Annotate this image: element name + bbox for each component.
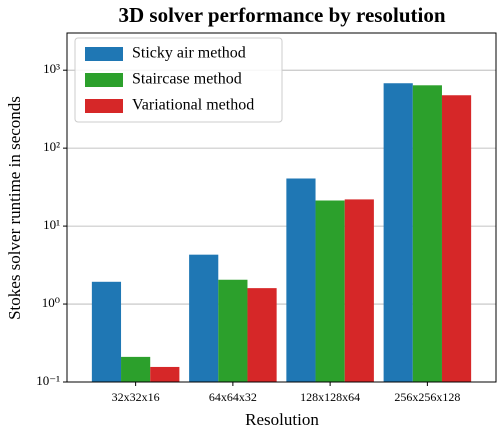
- bar: [441, 95, 472, 382]
- bar: [91, 281, 122, 382]
- legend: Sticky air method Staircase method Variati…: [74, 37, 283, 123]
- legend-swatch: [85, 47, 123, 61]
- legend-label: Sticky air method: [132, 45, 246, 62]
- x-tick-label: 64x64x32: [209, 390, 257, 404]
- x-tick-label: 32x32x16: [112, 390, 160, 404]
- x-axis-label: Resolution: [245, 410, 319, 429]
- bars: [91, 83, 472, 382]
- bar: [189, 254, 219, 382]
- x-tick-label: 256x256x128: [394, 390, 460, 404]
- axes: 10⁻¹ 10⁰ 10¹ 10² 10³ 32x32x16 64x64x32 128x128x…: [36, 61, 460, 404]
- bar: [344, 199, 374, 382]
- y-axis-label: Stokes solver runtime in seconds: [5, 96, 24, 320]
- bar: [218, 279, 248, 382]
- y-tick-label: 10³: [43, 61, 60, 76]
- legend-label: Staircase method: [132, 71, 242, 88]
- bar: [121, 356, 151, 382]
- bar: [286, 178, 316, 382]
- legend-label: Variational method: [132, 97, 254, 114]
- y-tick-label: 10⁻¹: [36, 373, 60, 388]
- legend-swatch: [85, 99, 123, 113]
- x-tick-label: 128x128x64: [300, 390, 360, 404]
- y-tick-label: 10²: [43, 139, 60, 154]
- plot-frame: [66, 32, 497, 383]
- bar: [412, 85, 442, 382]
- legend-box: [74, 37, 283, 123]
- bar: [150, 366, 180, 382]
- chart-title: 3D solver performance by resolution: [118, 3, 445, 27]
- y-tick-label: 10⁰: [42, 295, 60, 310]
- bar: [247, 288, 277, 382]
- y-tick-label: 10¹: [43, 217, 60, 232]
- bar: [315, 200, 345, 382]
- legend-swatch: [85, 73, 123, 87]
- bar: [383, 83, 413, 382]
